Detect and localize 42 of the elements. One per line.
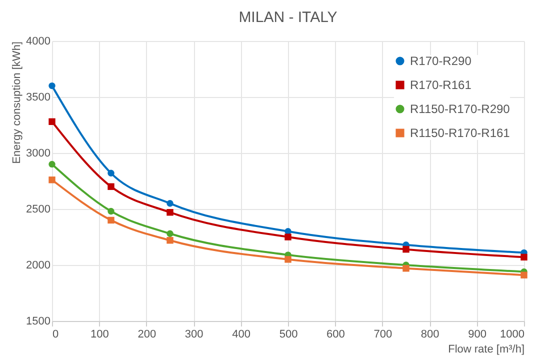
legend-label: R1150-R170-R161 bbox=[410, 126, 510, 140]
legend-label: R170-R161 bbox=[410, 78, 472, 92]
legend-label: R1150-R170-R290 bbox=[410, 102, 510, 116]
x-tick-label: 0 bbox=[52, 328, 59, 340]
point bbox=[108, 216, 114, 224]
x-tick-label: 700 bbox=[374, 328, 392, 340]
point bbox=[520, 272, 528, 278]
x-tick-label: 800 bbox=[420, 328, 440, 340]
x-tick-label: 400 bbox=[232, 328, 250, 340]
chart-title: MILAN - ITALY bbox=[238, 9, 338, 26]
point bbox=[48, 118, 56, 125]
x-tick-label: 300 bbox=[184, 328, 204, 340]
point bbox=[402, 265, 410, 272]
point bbox=[48, 176, 56, 184]
x-tick-label: 100 bbox=[90, 328, 109, 340]
point bbox=[108, 183, 114, 190]
x-tick-label: 1000 bbox=[500, 328, 524, 340]
y-tick-label: 2500 bbox=[26, 204, 50, 216]
point bbox=[108, 170, 114, 177]
x-tick-label: 600 bbox=[326, 328, 345, 340]
point bbox=[108, 208, 114, 215]
point bbox=[166, 237, 174, 244]
y-axis-title: Energy consuption [kWh] bbox=[11, 42, 24, 164]
legend-label: R170-R290 bbox=[410, 54, 472, 68]
y-tick-label: 4000 bbox=[26, 36, 50, 48]
y-tick-label: 3000 bbox=[26, 148, 50, 160]
point bbox=[520, 254, 528, 261]
point bbox=[48, 160, 56, 168]
point bbox=[284, 256, 292, 263]
point bbox=[166, 209, 174, 216]
x-tick-label: 500 bbox=[279, 328, 298, 340]
x-tick-label: 900 bbox=[468, 328, 486, 340]
point bbox=[284, 234, 292, 240]
x-axis-title: Flow rate [m³/h] bbox=[448, 344, 524, 356]
x-tick-label: 200 bbox=[138, 328, 156, 340]
y-tick-label: 3500 bbox=[26, 92, 50, 104]
point bbox=[402, 246, 410, 253]
point bbox=[166, 230, 174, 237]
point bbox=[48, 82, 56, 90]
y-tick-label: 2000 bbox=[26, 260, 50, 272]
y-tick-label: 1500 bbox=[26, 316, 50, 328]
point bbox=[166, 200, 174, 207]
